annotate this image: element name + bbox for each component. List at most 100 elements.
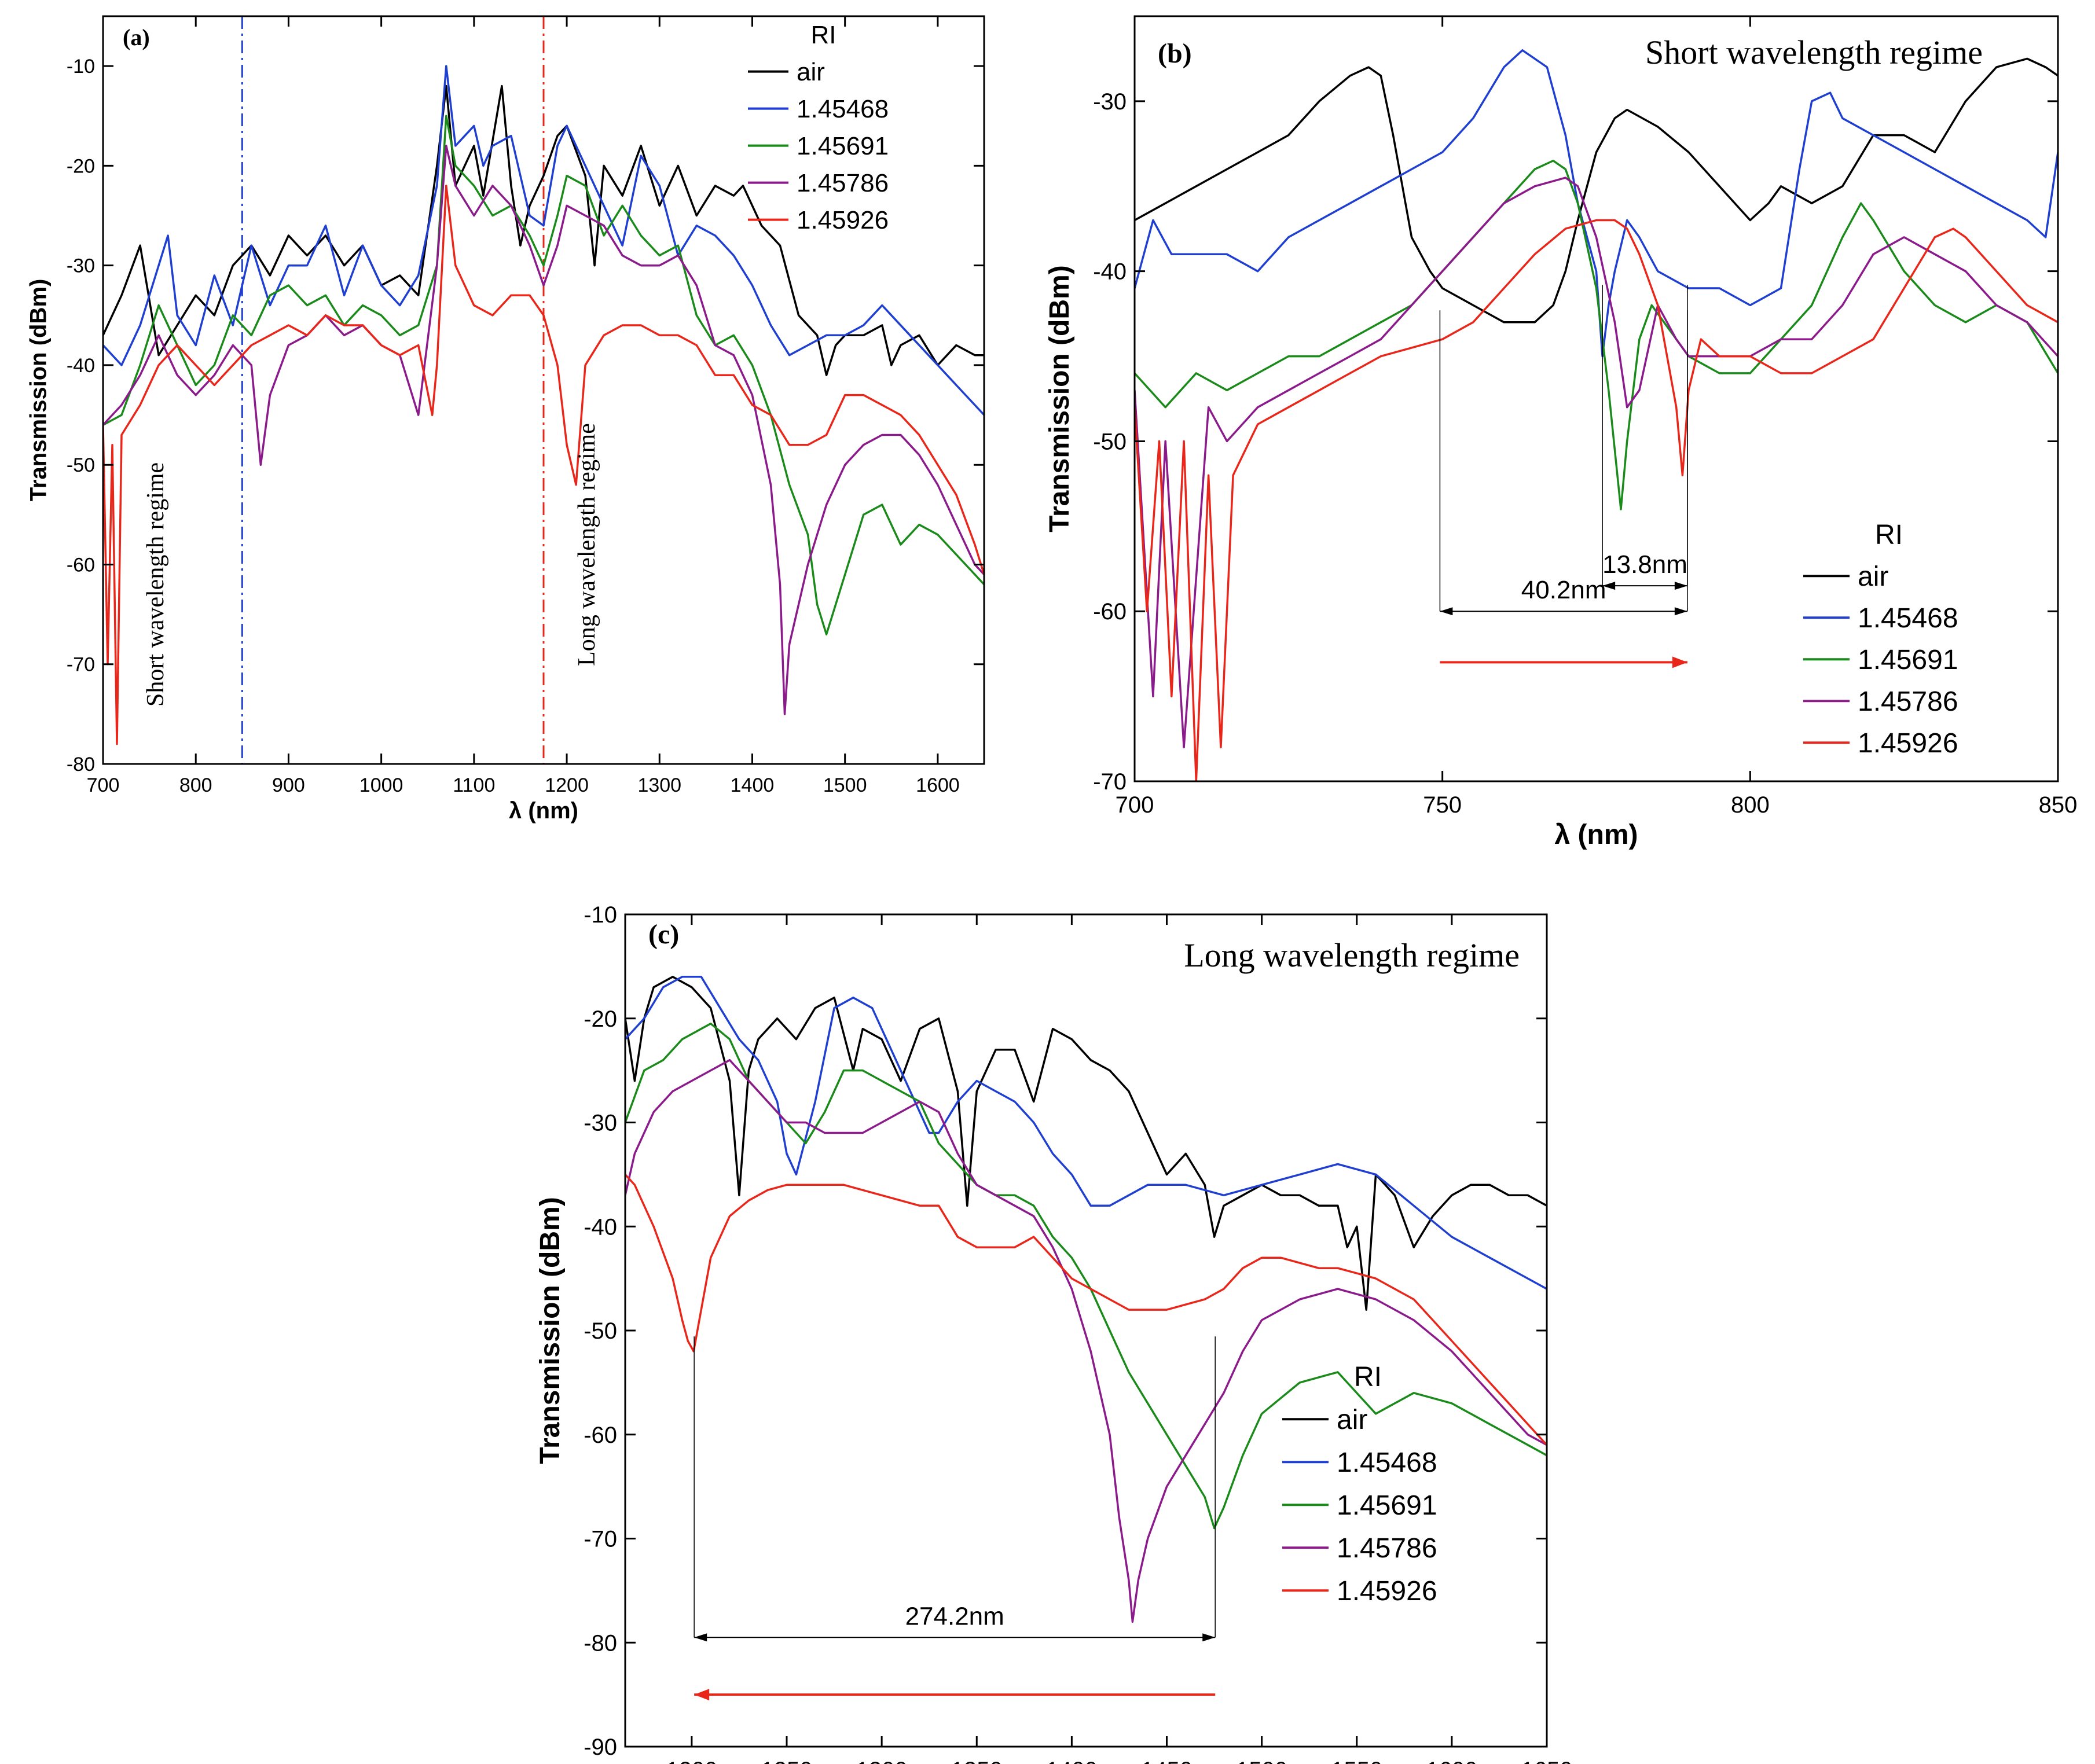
dimension-arrow-right: [1674, 582, 1687, 590]
y-tick-label: -20: [67, 155, 95, 177]
x-tick-label: 1500: [823, 774, 867, 796]
x-tick-label: 1200: [666, 1758, 717, 1764]
legend-label: 1.45786: [1858, 686, 1958, 717]
x-tick-label: 850: [2039, 792, 2078, 818]
series-line-1.45468: [625, 976, 1547, 1290]
dimension-label: 40.2nm: [1521, 576, 1606, 604]
series-line-air: [1135, 57, 2058, 324]
x-tick-label: 1600: [916, 774, 960, 796]
series-line-air: [625, 976, 1547, 1311]
dimension-label: 13.8nm: [1602, 550, 1687, 579]
y-tick-label: -40: [67, 355, 95, 377]
chart-title: Short wavelength regime: [1645, 34, 1983, 71]
y-axis-label: Transmission (dBm): [1044, 265, 1075, 532]
series-line-air: [103, 84, 984, 376]
series-line-1.45926: [625, 1174, 1547, 1446]
legend-label: air: [797, 58, 825, 86]
y-tick-label: -80: [584, 1630, 617, 1656]
x-tick-label: 1200: [545, 774, 589, 796]
x-tick-label: 1400: [1046, 1758, 1098, 1764]
y-tick-label: -10: [584, 902, 617, 928]
dimension-arrow-right: [1202, 1633, 1216, 1642]
y-tick-label: -70: [584, 1527, 617, 1552]
x-tick-label: 1350: [951, 1758, 1003, 1764]
legend-label: 1.45786: [1337, 1533, 1437, 1564]
panel-label: (a): [123, 24, 150, 50]
dimension-label: 274.2nm: [905, 1602, 1004, 1630]
panel-label: (c): [648, 919, 679, 950]
legend-label: 1.45926: [797, 206, 889, 234]
y-tick-label: -50: [1093, 429, 1127, 454]
legend: RI air 1.45468 1.45691 1.45786 1.45926: [1282, 1362, 1437, 1607]
x-tick-label: 1500: [1236, 1758, 1287, 1764]
y-tick-label: -60: [1093, 599, 1127, 624]
x-axis-label: λ (nm): [509, 798, 578, 824]
panel-label: (b): [1158, 38, 1192, 69]
y-tick-label: -80: [67, 754, 95, 776]
x-tick-label: 1100: [453, 774, 495, 796]
y-tick-label: -40: [584, 1214, 617, 1240]
y-tick-label: -70: [67, 654, 95, 676]
x-tick-label: 800: [179, 774, 212, 796]
x-tick-label: 900: [272, 774, 305, 796]
x-tick-label: 1550: [1331, 1758, 1382, 1764]
x-tick-label: 1450: [1141, 1758, 1193, 1764]
y-tick-label: -10: [67, 56, 95, 78]
y-tick-label: -30: [67, 255, 95, 277]
legend-label: 1.45468: [797, 95, 889, 123]
x-tick-label: 1600: [1426, 1758, 1477, 1764]
x-tick-label: 1300: [637, 774, 681, 796]
legend-label: air: [1337, 1405, 1367, 1435]
y-tick-label: -40: [1093, 259, 1127, 285]
dimension-arrow-left: [694, 1633, 707, 1642]
shift-arrow-head: [1672, 656, 1687, 668]
legend-label: 1.45691: [1337, 1490, 1437, 1521]
legend-label: 1.45691: [797, 132, 889, 160]
chart-title: Long wavelength regime: [1184, 936, 1520, 974]
x-tick-label: 1400: [731, 774, 775, 796]
legend-label: air: [1858, 561, 1888, 592]
x-tick-label: 1000: [359, 774, 403, 796]
legend-label: 1.45468: [1337, 1447, 1437, 1478]
y-tick-label: -30: [584, 1111, 617, 1136]
y-tick-label: -20: [584, 1006, 617, 1032]
legend-title: RI: [1354, 1362, 1382, 1392]
series-line-1.45691: [1135, 159, 2058, 510]
series-line-1.45468: [103, 65, 984, 416]
series-line-1.45786: [1135, 177, 2058, 748]
series-line-1.45468: [1135, 49, 2058, 358]
chart-panel-b: 700 750 800 850 -70 -60 -50 -40 -30 λ (nm) Transmi…: [1044, 15, 2078, 850]
y-axis-label: Transmission (dBm): [26, 279, 52, 502]
x-tick-label: 800: [1731, 792, 1770, 818]
y-tick-label: -50: [67, 454, 95, 476]
x-tick-label: 1300: [856, 1758, 908, 1764]
dimension-arrow-left: [1440, 607, 1453, 616]
x-tick-label: 1250: [761, 1758, 813, 1764]
x-tick-label: 750: [1423, 792, 1462, 818]
legend-label: 1.45468: [1858, 603, 1958, 634]
chart-panel-c: 1200 1250 1300 1350 1400 1450 1500 1550 1600 1650…: [535, 902, 1572, 1764]
legend-title: RI: [1875, 520, 1903, 550]
legend-label: 1.45926: [1337, 1576, 1437, 1607]
annotation-text: Short wavelength regime: [142, 462, 169, 707]
y-tick-label: -90: [584, 1734, 617, 1760]
shift-arrow-head: [694, 1689, 710, 1701]
x-tick-label: 700: [1116, 792, 1154, 818]
dimension-arrow-left: [1602, 582, 1616, 590]
series-line-1.45926: [1135, 219, 2058, 781]
legend-label: 1.45691: [1858, 645, 1958, 675]
x-axis-label: λ (nm): [1555, 819, 1638, 850]
y-tick-label: -30: [1093, 89, 1127, 115]
legend: RI air 1.45468 1.45691 1.45786 1.45926: [748, 21, 889, 234]
chart-panel-a: 700 800 900 1000 1100 1200 1300 1400 1500 1600 -80…: [26, 15, 985, 824]
series-line-1.45786: [103, 145, 984, 715]
plot-frame: [1133, 15, 2059, 782]
y-tick-label: -70: [1093, 769, 1127, 795]
series-line-1.45926: [103, 185, 984, 745]
legend: RI air 1.45468 1.45691 1.45786 1.45926: [1803, 520, 1958, 759]
x-tick-label: 700: [87, 774, 120, 796]
y-tick-label: -60: [584, 1423, 617, 1448]
series-line-1.45691: [103, 115, 984, 635]
